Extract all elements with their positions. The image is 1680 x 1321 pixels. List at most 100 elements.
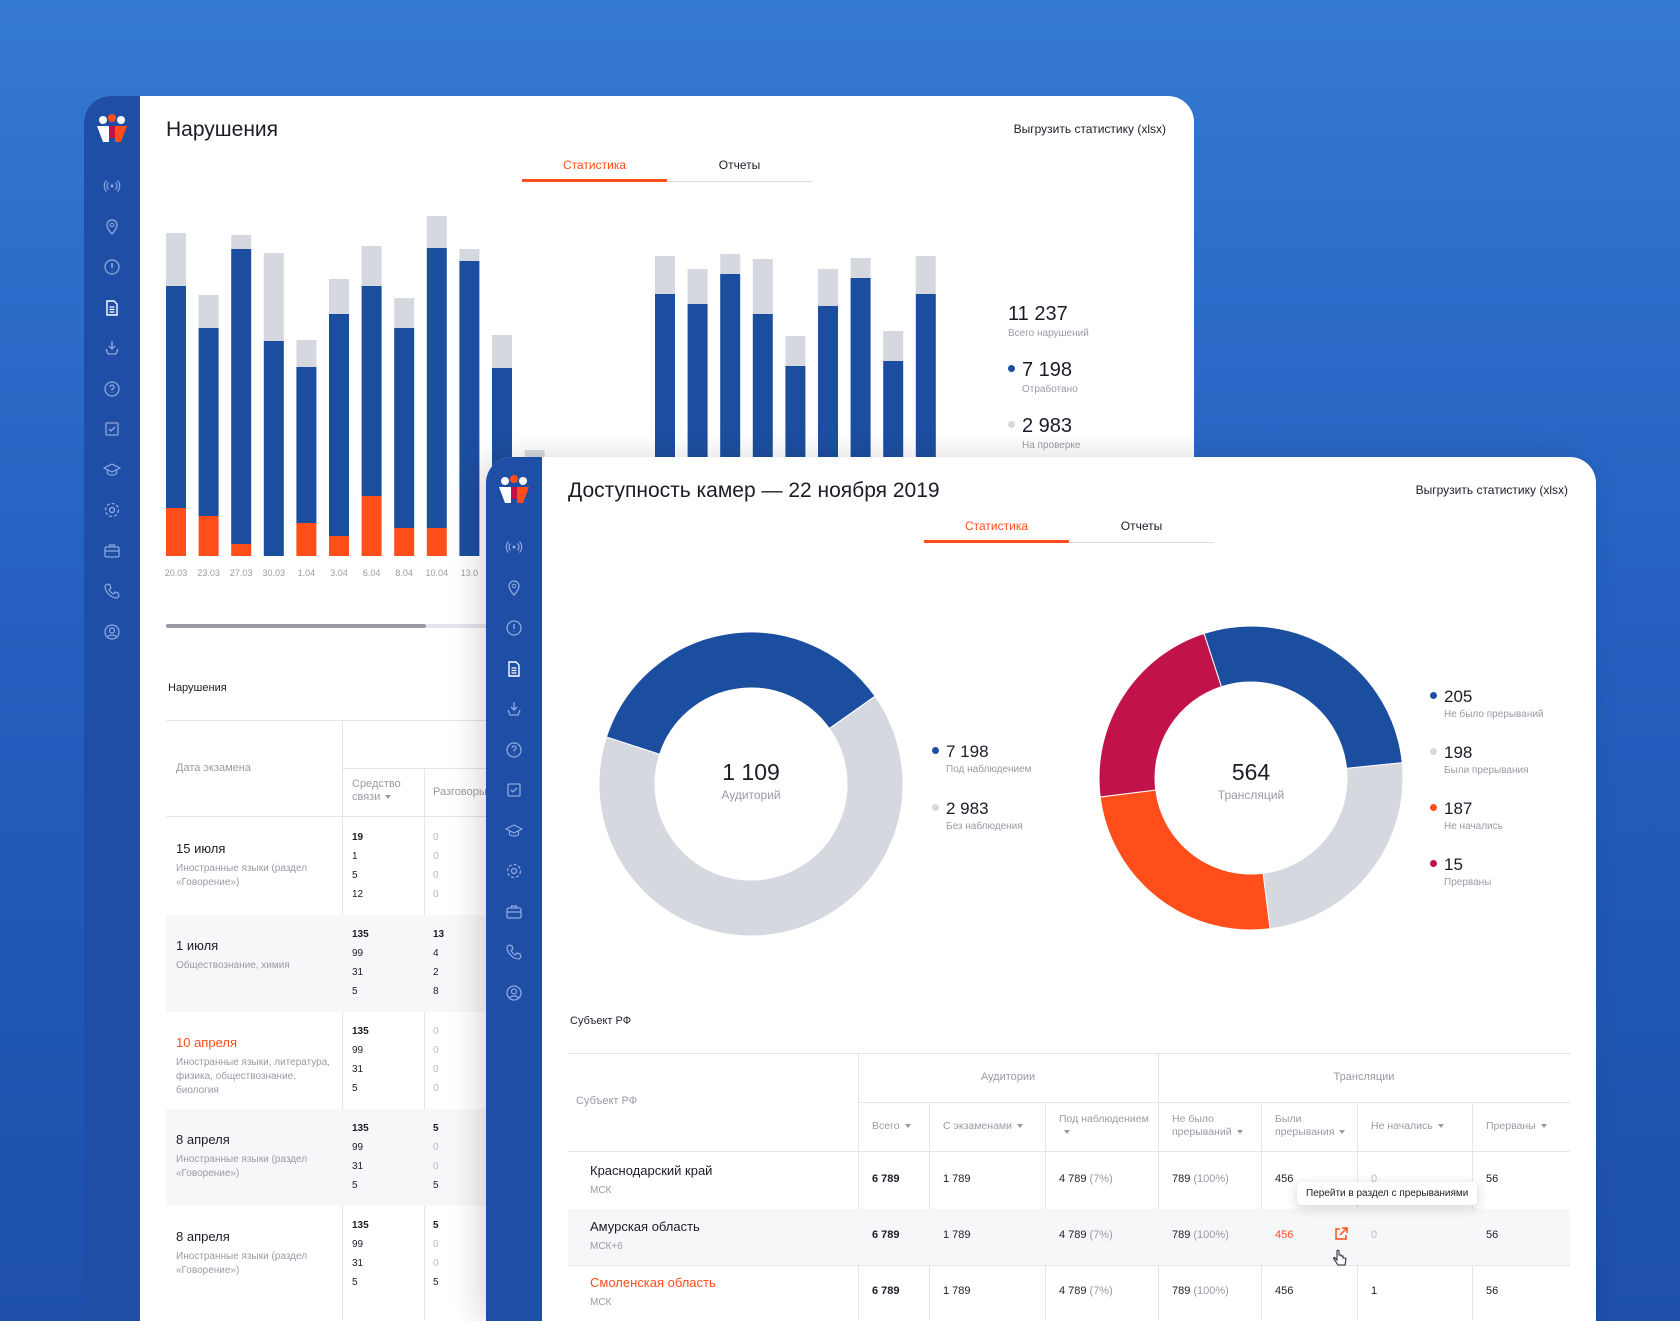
tab-reports[interactable]: Отчеты: [1069, 519, 1214, 543]
sidebar-item-settings[interactable]: [486, 856, 542, 886]
bar-segment: [459, 261, 480, 556]
column-header-0[interactable]: Всего: [872, 1120, 925, 1133]
bar-segment: [394, 298, 415, 328]
column-header-1[interactable]: С экзаменами: [943, 1120, 1041, 1133]
sidebar-item-document[interactable]: [486, 654, 542, 684]
group-header-broadcasts: Трансляции: [1333, 1071, 1395, 1083]
broadcasts-donut-chart: [1098, 625, 1404, 931]
sidebar: [84, 96, 140, 1321]
column-header-4[interactable]: Были прерывания: [1275, 1113, 1353, 1139]
sidebar-item-checkbox[interactable]: [84, 414, 140, 444]
legend-item: 198 Были прерывания: [1430, 743, 1529, 776]
cell-comm: 5: [352, 986, 358, 997]
column-header-talk[interactable]: Разговоры: [433, 786, 487, 798]
sidebar-item-alert[interactable]: [84, 252, 140, 282]
row-region-link[interactable]: Смоленская область: [590, 1275, 716, 1290]
sidebar-item-graduation-cap[interactable]: [84, 455, 140, 485]
x-tick-label: 3.04: [330, 568, 348, 578]
donut-slice: [1099, 789, 1271, 931]
row-date-link[interactable]: 8 апреля: [176, 1229, 230, 1244]
bar-segment: [329, 314, 349, 536]
column-header-comm[interactable]: Средство связи: [352, 778, 414, 804]
sidebar-item-help[interactable]: [486, 735, 542, 765]
sidebar-item-help[interactable]: [84, 374, 140, 404]
donut1-center-value: 1 109: [722, 759, 780, 785]
column-header-2[interactable]: Под наблюдением: [1059, 1113, 1154, 1139]
row-region-link[interactable]: Краснодарский край: [590, 1163, 713, 1178]
chart-scrollbar-thumb[interactable]: [166, 624, 426, 628]
column-header-label: Были прерывания: [1275, 1113, 1335, 1138]
bar-segment: [263, 253, 284, 341]
cell-talk: 2: [433, 967, 439, 978]
cell-talk: 4: [433, 948, 439, 959]
stat-processed: 7 198 Отработано: [1008, 359, 1078, 395]
sidebar-item-briefcase[interactable]: [84, 536, 140, 566]
row-date-link[interactable]: 1 июля: [176, 938, 219, 953]
column-header-6[interactable]: Прерваны: [1486, 1120, 1566, 1133]
x-tick-label: 8.04: [395, 568, 413, 578]
column-header-label: Не было прерываний: [1172, 1113, 1232, 1138]
export-xlsx-link[interactable]: Выгрузить статистику (xlsx): [1415, 483, 1568, 497]
bar-segment: [329, 536, 349, 556]
legend-value-text: 205: [1444, 687, 1473, 706]
sidebar-item-broadcast[interactable]: [486, 532, 542, 562]
bar-segment: [166, 233, 186, 286]
cell-was-interrupt[interactable]: 456: [1275, 1229, 1294, 1241]
tab-reports[interactable]: Отчеты: [667, 158, 812, 182]
chart-scrollbar-track[interactable]: [166, 624, 526, 628]
sidebar-item-location-pin[interactable]: [84, 212, 140, 242]
cell-observed: 4 789 (7%): [1059, 1173, 1113, 1185]
sort-caret-icon: [1339, 1130, 1346, 1135]
bar-segment: [198, 516, 219, 556]
sidebar-item-broadcast[interactable]: [84, 171, 140, 201]
sidebar-item-checkbox[interactable]: [486, 775, 542, 805]
column-header-date[interactable]: Дата экзамена: [176, 762, 251, 774]
row-date-link[interactable]: 15 июля: [176, 841, 226, 856]
sidebar-item-inbox-download[interactable]: [84, 333, 140, 363]
tab-statistics[interactable]: Статистика: [522, 158, 667, 182]
sidebar-item-phone[interactable]: [486, 937, 542, 967]
location-pin-icon: [106, 218, 118, 235]
row-date-link[interactable]: 10 апреля: [176, 1035, 237, 1050]
x-tick-label: 30.03: [263, 568, 286, 578]
external-link-icon[interactable]: [1333, 1226, 1349, 1247]
cell-comm: 99: [352, 1045, 364, 1056]
checkbox-icon: [507, 783, 521, 797]
sidebar-item-settings[interactable]: [84, 495, 140, 525]
sidebar-item-phone[interactable]: [84, 576, 140, 606]
sidebar-item-briefcase[interactable]: [486, 897, 542, 927]
bar-segment: [426, 248, 447, 528]
sidebar-item-alert[interactable]: [486, 613, 542, 643]
row-date-link[interactable]: 8 апреля: [176, 1132, 230, 1147]
sort-caret-icon: [385, 795, 392, 800]
cell-observed-value: 4 789: [1059, 1229, 1087, 1241]
sidebar-item-location-pin[interactable]: [486, 573, 542, 603]
sidebar-item-document[interactable]: [84, 293, 140, 323]
sidebar-item-inbox-download[interactable]: [486, 694, 542, 724]
cell-talk: 0: [433, 1083, 439, 1094]
sidebar-item-graduation-cap[interactable]: [486, 816, 542, 846]
tab-statistics[interactable]: Статистика: [924, 519, 1069, 543]
bar-segment: [883, 331, 904, 361]
bar-segment: [296, 523, 317, 556]
cell-comm: 31: [352, 967, 364, 978]
column-header-subject[interactable]: Субъект РФ: [576, 1095, 638, 1107]
stat-checking-label: На проверке: [1022, 440, 1081, 451]
cell-was-interrupt: 456: [1275, 1285, 1294, 1297]
cell-observed: 4 789 (7%): [1059, 1285, 1113, 1297]
sidebar-item-user[interactable]: [486, 978, 542, 1008]
briefcase-icon: [506, 904, 522, 919]
cell-observed-value: 4 789: [1059, 1173, 1087, 1185]
cell-no-interrupt-value: 789: [1172, 1285, 1191, 1297]
bar-segment: [166, 286, 186, 508]
legend-value-text: 15: [1444, 855, 1463, 874]
column-header-3[interactable]: Не было прерываний: [1172, 1113, 1257, 1139]
cell-broken: 56: [1486, 1285, 1499, 1297]
cell-talk: 0: [433, 1026, 439, 1037]
export-xlsx-link[interactable]: Выгрузить статистику (xlsx): [1013, 122, 1166, 136]
sidebar-item-user[interactable]: [84, 617, 140, 647]
group-header-auditoriums: Аудитории: [980, 1071, 1036, 1083]
column-header-5[interactable]: Не начались: [1371, 1120, 1468, 1133]
legend-dot: [1430, 748, 1437, 756]
row-region-link[interactable]: Амурская область: [590, 1219, 700, 1234]
